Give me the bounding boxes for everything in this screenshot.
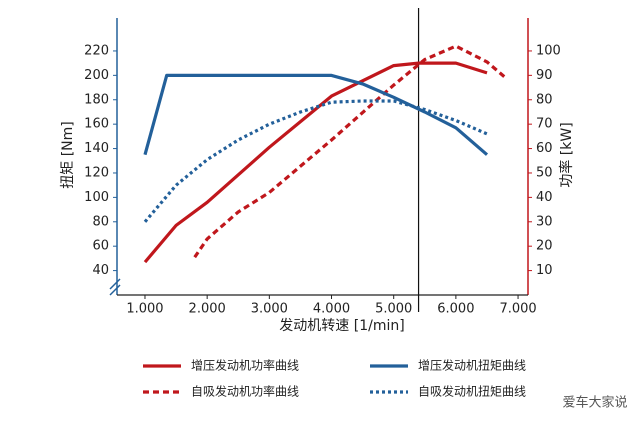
y-tick-label: 80	[92, 214, 109, 229]
y2-tick-label: 100	[536, 43, 561, 58]
axis-break	[109, 284, 121, 296]
y2-tick-label: 40	[536, 190, 553, 205]
y2-tick-label: 30	[536, 214, 553, 229]
legend-label: 增压发动机扭矩曲线	[418, 358, 526, 373]
y-tick-label: 160	[84, 117, 109, 132]
y2-tick-label: 80	[536, 92, 553, 107]
x-tick-label: 2.000	[189, 302, 226, 317]
legend-label: 自吸发动机扭矩曲线	[418, 384, 526, 399]
x-tick-label: 7.000	[499, 302, 536, 317]
y-tick-label: 120	[84, 165, 109, 180]
series-line	[143, 73, 489, 156]
series-line	[143, 61, 488, 264]
series-line	[193, 44, 507, 259]
y-tick-label: 100	[84, 190, 109, 205]
x-tick-label: 5.000	[375, 302, 412, 317]
y2-tick-label: 20	[536, 239, 553, 254]
y2-tick-label: 10	[536, 263, 553, 278]
y2-tick-label: 60	[536, 141, 553, 156]
x-tick-label: 4.000	[313, 302, 350, 317]
y-tick-label: 220	[84, 43, 109, 58]
legend-label: 自吸发动机功率曲线	[191, 384, 299, 399]
legend-label: 增压发动机功率曲线	[191, 358, 299, 373]
y-tick-label: 40	[92, 263, 109, 278]
y-tick-label: 60	[92, 239, 109, 254]
y2-tick-label: 90	[536, 68, 553, 83]
x-axis-label: 发动机转速 [1/min]	[279, 318, 404, 334]
x-tick-label: 3.000	[251, 302, 288, 317]
y-axis-label: 扭矩 [Nm]	[60, 121, 76, 188]
x-tick-label: 1.000	[126, 302, 163, 317]
y-tick-label: 180	[84, 92, 109, 107]
y-tick-label: 200	[84, 68, 109, 83]
y2-tick-label: 70	[536, 117, 553, 132]
x-tick-label: 6.000	[437, 302, 474, 317]
series-line	[143, 99, 488, 223]
y-tick-label: 140	[84, 141, 109, 156]
watermark: 爱车大家说	[562, 395, 627, 411]
y2-axis-label: 功率 [kW]	[558, 122, 575, 187]
y2-tick-label: 50	[536, 165, 553, 180]
axis-break	[109, 278, 121, 290]
